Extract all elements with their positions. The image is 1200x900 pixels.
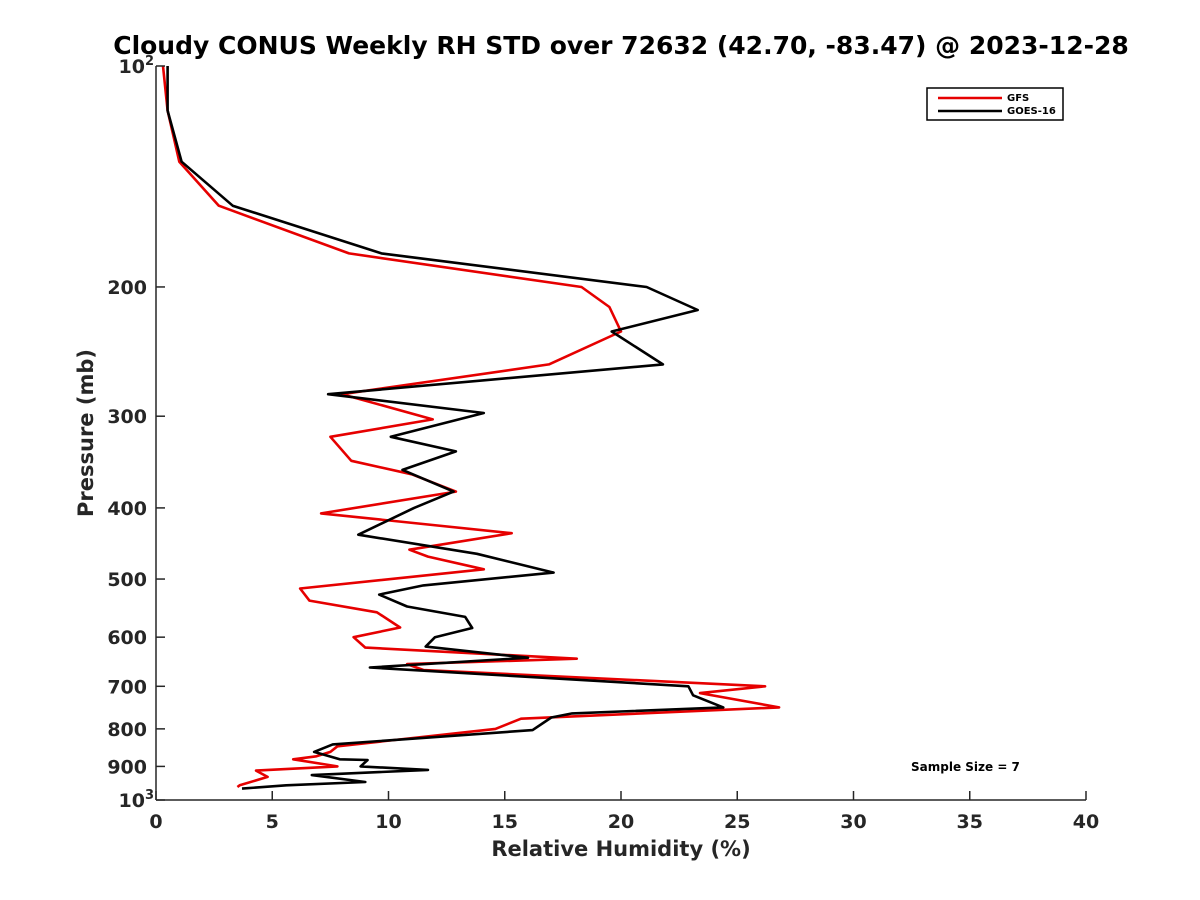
series-line-gfs [161,65,781,789]
y-tick-label: 103 [119,788,155,812]
y-tick-label: 500 [107,569,147,591]
x-tick-label: 25 [724,811,750,833]
y-tick-label: 400 [107,498,147,520]
x-tick-label: 15 [492,811,518,833]
sample-size-annotation: Sample Size = 7 [911,760,1020,774]
y-tick-label: 102 [119,54,155,78]
x-tick-label: 30 [840,811,866,833]
y-tick-label: 900 [107,756,147,778]
legend-label-gfs: GFS [1007,93,1029,104]
y-tick-label: 800 [107,719,147,741]
x-tick-label: 40 [1073,811,1099,833]
x-tick-label: 0 [149,811,162,833]
legend-box [926,87,1064,121]
y-tick-label: 300 [107,406,147,428]
y-tick-label: 700 [107,676,147,698]
x-axis-label: Relative Humidity (%) [491,837,750,861]
chart-title: Cloudy CONUS Weekly RH STD over 72632 (4… [113,31,1129,60]
y-tick-label: 200 [107,277,147,299]
x-tick-label: 35 [957,811,983,833]
x-tick-label: 20 [608,811,634,833]
series-layer [161,65,781,790]
y-axis-ticks: 102 200 300 400 500 600 700 800 900 103 [107,54,165,812]
series-line-goes16 [166,66,725,790]
y-tick-label: 600 [107,627,147,649]
x-axis-ticks: 0 5 10 15 20 25 30 35 40 [149,791,1099,833]
x-tick-label: 5 [266,811,279,833]
y-axis-label: Pressure (mb) [74,349,98,517]
x-tick-label: 10 [375,811,401,833]
legend-label-goes16: GOES-16 [1007,106,1056,117]
legend: GFS GOES-16 [926,87,1064,121]
